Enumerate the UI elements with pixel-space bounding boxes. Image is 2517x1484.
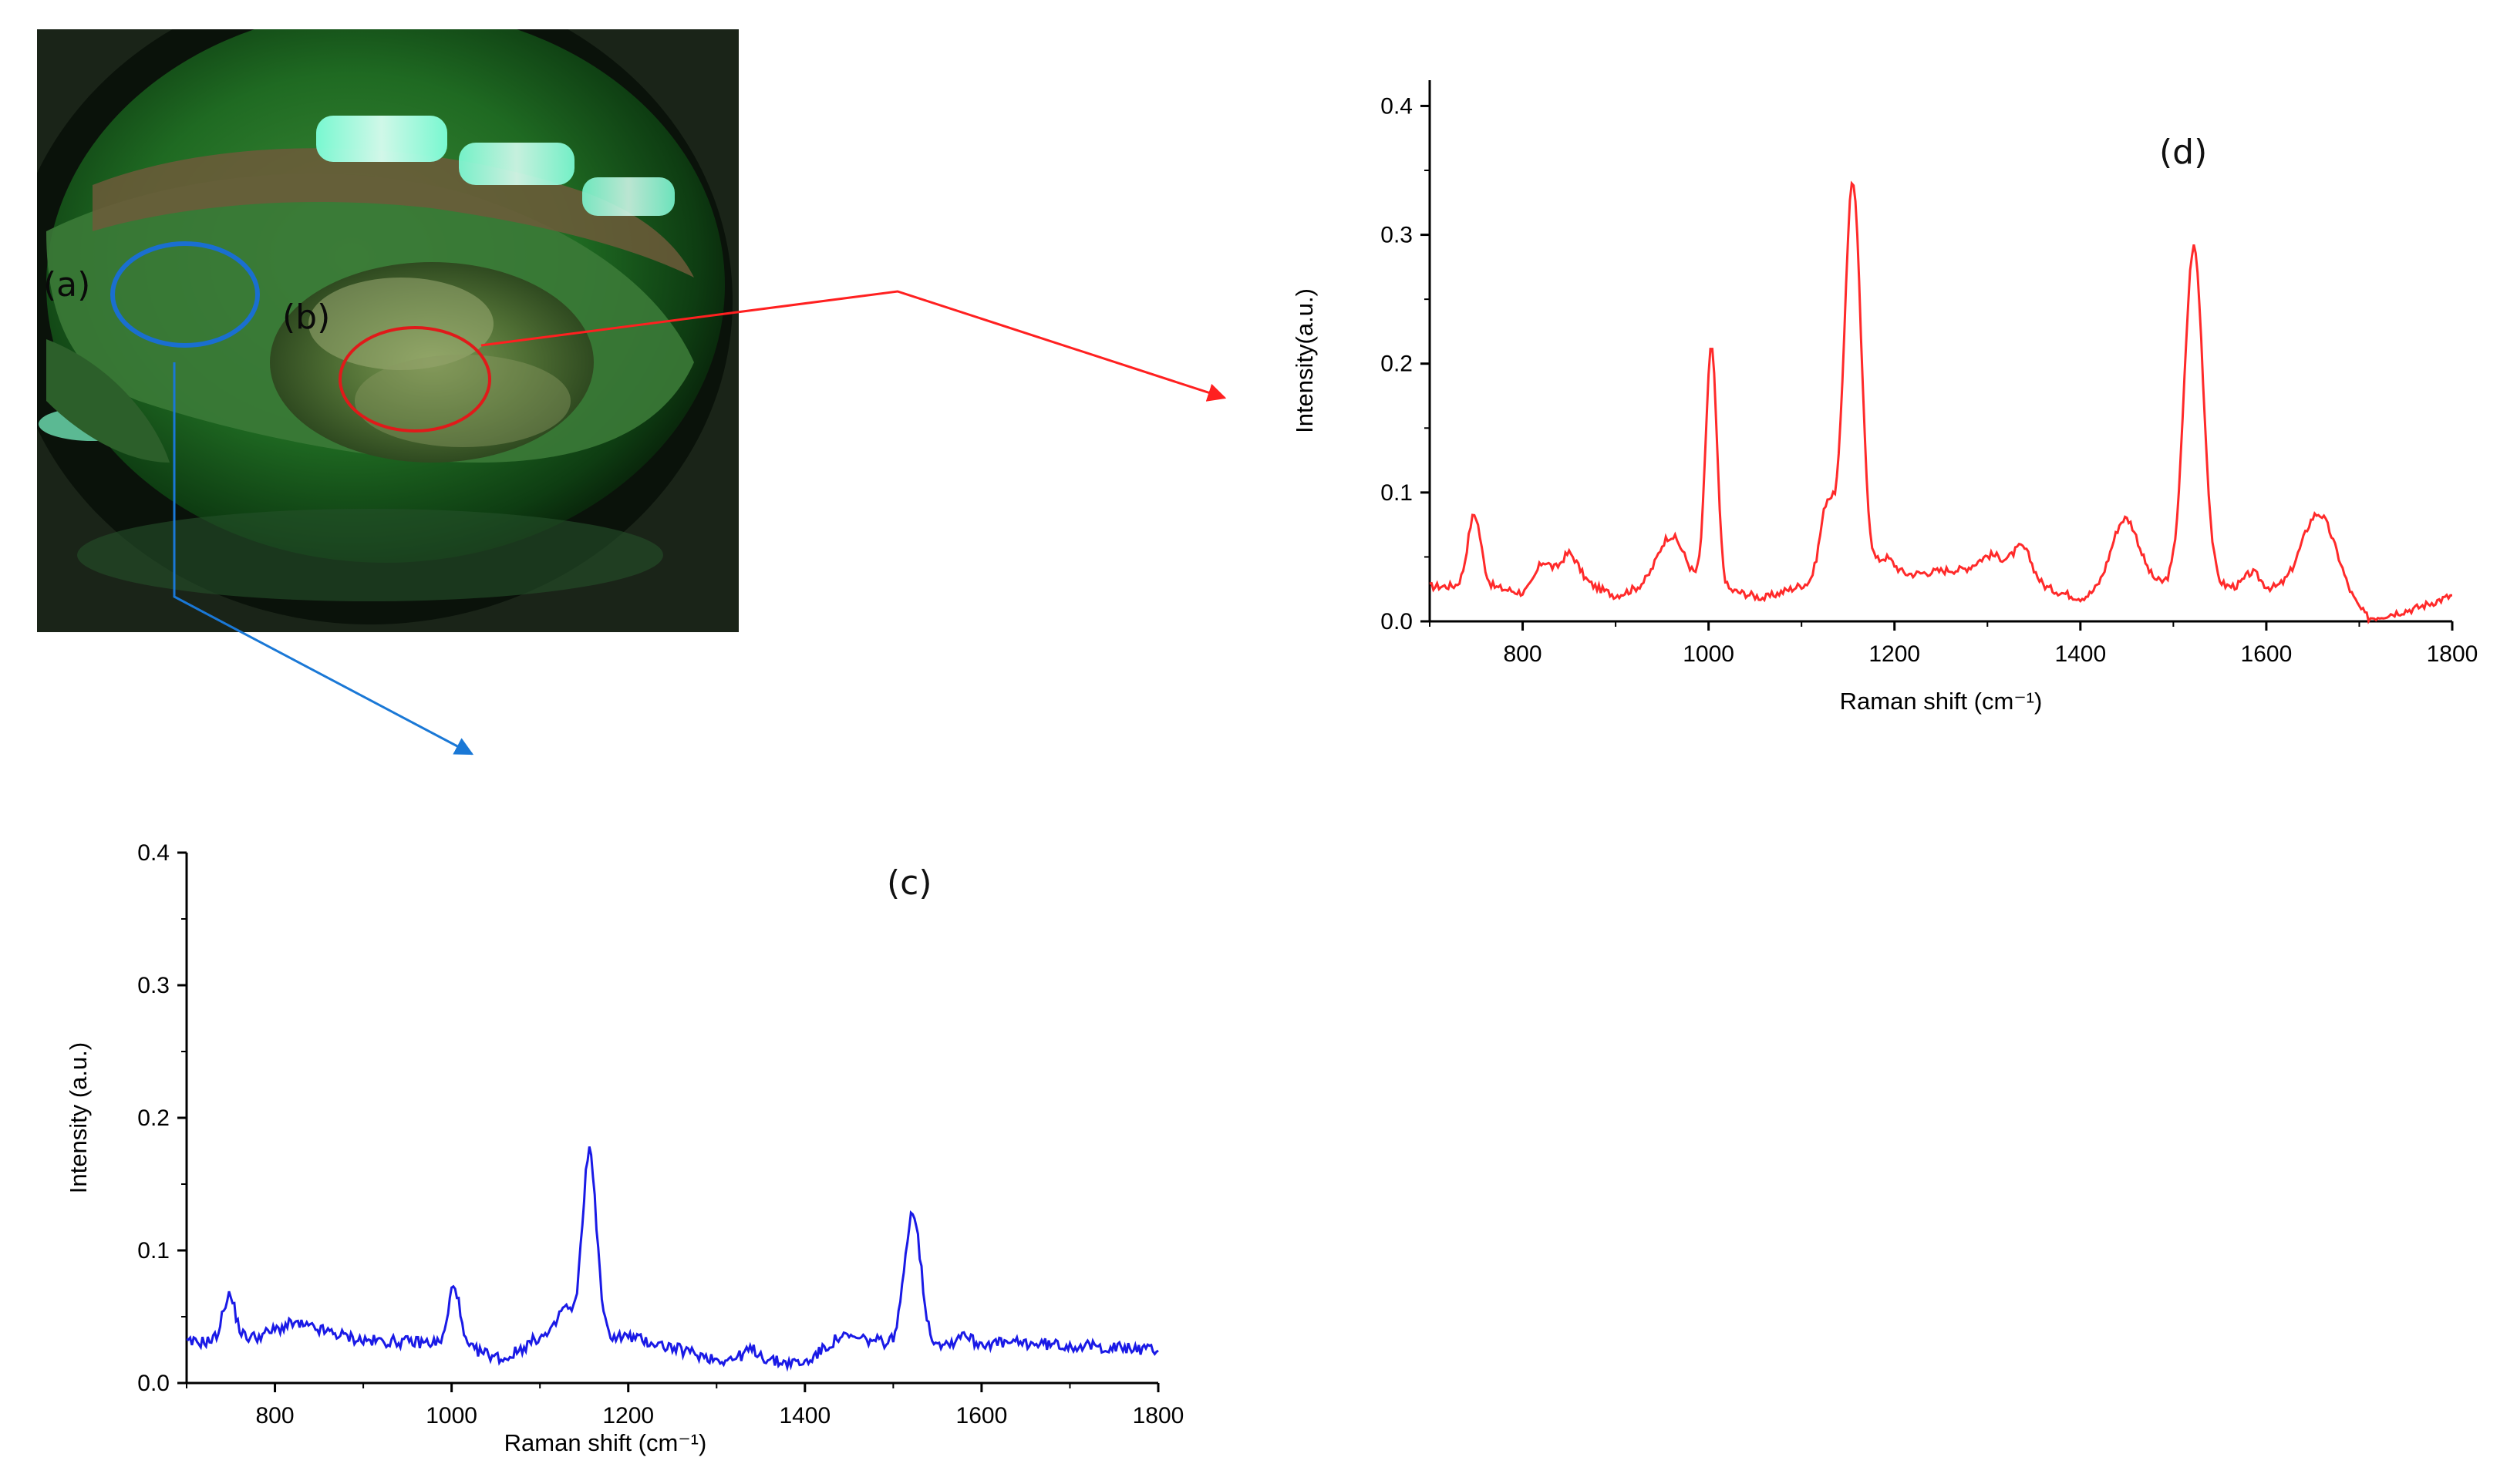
specimen-photo [37, 29, 739, 632]
raman-spectrum-chart-c: 800 1000 1200 1400 1600 1800 0.0 0.1 0.2 0.3 0.4 (… [65, 840, 1184, 1456]
y-tick-label: 0.1 [1380, 480, 1413, 506]
x-tick-label: 1600 [2241, 641, 2293, 667]
x-tick-label: 1400 [2054, 641, 2106, 667]
photo-label-a: (a) [43, 265, 90, 305]
photo-label-b: (b) [282, 298, 330, 337]
y-tick-label: 0.1 [137, 1238, 170, 1264]
spectrum-line-c [186, 1146, 1159, 1372]
region-b-circle [339, 326, 491, 432]
x-tick-label: 800 [256, 1403, 295, 1428]
arrow-to-panel-d [480, 290, 1227, 402]
x-tick-label: 1600 [956, 1403, 1008, 1428]
y-tick-label: 0.2 [137, 1105, 170, 1131]
x-tick-label: 1000 [426, 1403, 477, 1428]
panel-label-d: (d) [2159, 133, 2207, 172]
y-tick-label: 0.4 [137, 840, 170, 866]
y-tick-label: 0.3 [137, 973, 170, 998]
panel-label-c: (c) [887, 863, 932, 903]
x-tick-label: 1800 [1133, 1403, 1184, 1428]
x-tick-label: 1200 [1868, 641, 1920, 667]
spectrum-line-d [1429, 180, 2452, 624]
x-axis-title: Raman shift (cm⁻¹) [504, 1429, 707, 1456]
x-tick-label: 1800 [2427, 641, 2478, 667]
y-tick-label: 0.3 [1380, 223, 1413, 248]
y-axis-title: Intensity(a.u.) [1291, 288, 1318, 433]
y-axis-title: Intensity (a.u.) [65, 1042, 92, 1193]
x-axis-title: Raman shift (cm⁻¹) [1840, 688, 2043, 715]
x-tick-label: 1200 [602, 1403, 654, 1428]
x-tick-label: 1400 [779, 1403, 831, 1428]
y-tick-label: 0.0 [137, 1371, 170, 1396]
x-tick-label: 1000 [1683, 641, 1734, 667]
y-tick-label: 0.0 [1380, 609, 1413, 634]
raman-spectrum-chart-d: 800 1000 1200 1400 1600 1800 0.0 0.1 0.2 0.3 0.4 (… [1291, 80, 2478, 715]
arrow-to-panel-c [173, 362, 474, 755]
y-tick-label: 0.4 [1380, 93, 1413, 119]
region-a-circle [110, 241, 260, 348]
y-tick-label: 0.2 [1380, 352, 1413, 377]
x-tick-label: 800 [1504, 641, 1542, 667]
